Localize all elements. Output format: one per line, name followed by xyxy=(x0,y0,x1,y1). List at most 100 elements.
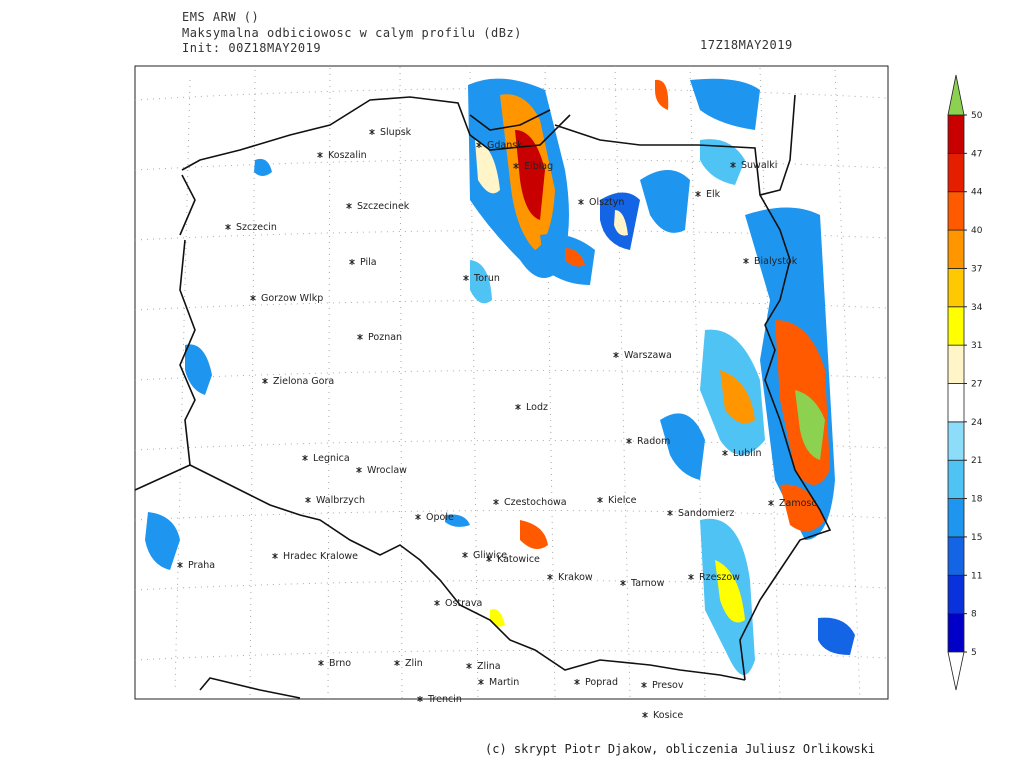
colorbar-label: 21 xyxy=(971,456,982,466)
city-label: Ostrava xyxy=(445,598,482,609)
colorbar-label: 15 xyxy=(971,533,982,543)
city-marker xyxy=(272,553,278,559)
colorbar-label: 11 xyxy=(971,571,982,581)
colorbar-label: 44 xyxy=(971,188,983,198)
colorbar-band xyxy=(947,459,965,499)
city-label: Lodz xyxy=(526,402,548,413)
city-marker xyxy=(463,275,469,281)
city-marker xyxy=(620,580,626,586)
colorbar-label: 18 xyxy=(971,495,983,505)
city-label: Opole xyxy=(426,512,454,523)
city-label: Legnica xyxy=(313,453,350,464)
colorbar-label: 34 xyxy=(971,303,983,313)
city-label: Tarnow xyxy=(630,578,665,589)
colorbar-label: 37 xyxy=(971,264,982,274)
city-label: Krakow xyxy=(558,572,593,583)
map: Slupsk Koszalin Szczecinek Szczecin Pila Gorz… xyxy=(134,65,889,721)
city-label: Pila xyxy=(360,257,377,268)
city-label: Katowice xyxy=(497,554,540,565)
city-label: Suwalki xyxy=(741,160,777,171)
colorbar-band xyxy=(947,421,965,461)
colorbar-label: 8 xyxy=(971,610,977,620)
colorbar-band xyxy=(947,229,965,269)
city-label: Koszalin xyxy=(328,150,367,161)
city-label: Slupsk xyxy=(380,127,412,138)
city-marker xyxy=(730,162,736,168)
colorbar-over xyxy=(947,74,965,116)
city-marker xyxy=(369,129,375,135)
credit: (c) skrypt Piotr Djakow, obliczenia Juli… xyxy=(485,742,875,756)
colorbar-label: 27 xyxy=(971,380,982,390)
city-label: Lublin xyxy=(733,448,761,459)
city-label: Wroclaw xyxy=(367,465,407,476)
colorbar-band xyxy=(947,268,965,308)
city-label: Hradec Kralowe xyxy=(283,551,358,562)
colorbar-label: 40 xyxy=(971,226,983,236)
colorbar-label: 24 xyxy=(971,418,983,428)
model-title: EMS ARW () xyxy=(182,10,259,24)
city-label: Rzeszow xyxy=(699,572,740,583)
city-marker xyxy=(302,455,308,461)
city-marker xyxy=(462,552,468,558)
city-label: Trencin xyxy=(427,694,462,705)
city-label: Elblag xyxy=(524,161,553,172)
city-marker xyxy=(667,510,673,516)
city-label: Torun xyxy=(473,273,500,284)
colorbar-label: 31 xyxy=(971,341,982,351)
city-label: Kosice xyxy=(653,710,683,721)
city-marker xyxy=(626,438,632,444)
city-label: Gdansk xyxy=(487,140,523,151)
city-label: Radom xyxy=(637,436,670,447)
colorbar-band xyxy=(947,152,965,193)
city-marker xyxy=(613,352,619,358)
city-labels: Slupsk Koszalin Szczecinek Szczecin Pila Gorz… xyxy=(177,127,817,721)
city-label: Poznan xyxy=(368,332,402,343)
city-label: Zlina xyxy=(477,661,501,672)
city-marker xyxy=(768,500,774,506)
borders xyxy=(134,94,832,699)
city-marker xyxy=(574,679,580,685)
city-label: Zamosc xyxy=(779,498,817,509)
city-marker xyxy=(597,497,603,503)
colorbar-band xyxy=(947,306,965,346)
colorbar-band xyxy=(947,574,965,615)
colorbar-band xyxy=(947,383,965,423)
city-label: Szczecinek xyxy=(357,201,410,212)
radar-echoes xyxy=(145,78,855,675)
city-label: Martin xyxy=(489,677,519,688)
colorbar-label: 50 xyxy=(971,111,983,121)
city-marker xyxy=(478,679,484,685)
field-title: Maksymalna odbiciowosc w calym profilu (… xyxy=(182,26,522,40)
colorbar-label: 47 xyxy=(971,149,982,159)
colorbar-label: 5 xyxy=(971,648,977,658)
city-marker xyxy=(547,574,553,580)
city-marker xyxy=(493,499,499,505)
city-marker xyxy=(642,712,648,718)
colorbar-band xyxy=(947,114,965,154)
city-marker xyxy=(743,258,749,264)
colorbar-band xyxy=(947,344,965,384)
colorbar-band xyxy=(947,536,965,576)
city-marker xyxy=(466,663,472,669)
city-marker xyxy=(318,660,324,666)
city-marker xyxy=(434,600,440,606)
city-label: Presov xyxy=(652,680,684,691)
city-marker xyxy=(305,497,311,503)
city-label: Gorzow Wlkp xyxy=(261,293,323,304)
city-marker xyxy=(415,514,421,520)
city-label: Brno xyxy=(329,658,351,669)
city-label: Warszawa xyxy=(624,350,672,361)
colorbar-band xyxy=(947,498,965,538)
city-marker xyxy=(317,152,323,158)
city-marker xyxy=(262,378,268,384)
city-label: Praha xyxy=(188,560,215,571)
city-label: Gliwice xyxy=(473,550,507,561)
colorbar-band xyxy=(947,613,965,653)
city-label: Sandomierz xyxy=(678,508,734,519)
city-label: Bialystok xyxy=(754,256,798,267)
city-label: Czestochowa xyxy=(504,497,567,508)
city-label: Walbrzych xyxy=(316,495,365,506)
city-marker xyxy=(349,259,355,265)
city-label: Olsztyn xyxy=(589,197,624,208)
city-marker xyxy=(357,334,363,340)
